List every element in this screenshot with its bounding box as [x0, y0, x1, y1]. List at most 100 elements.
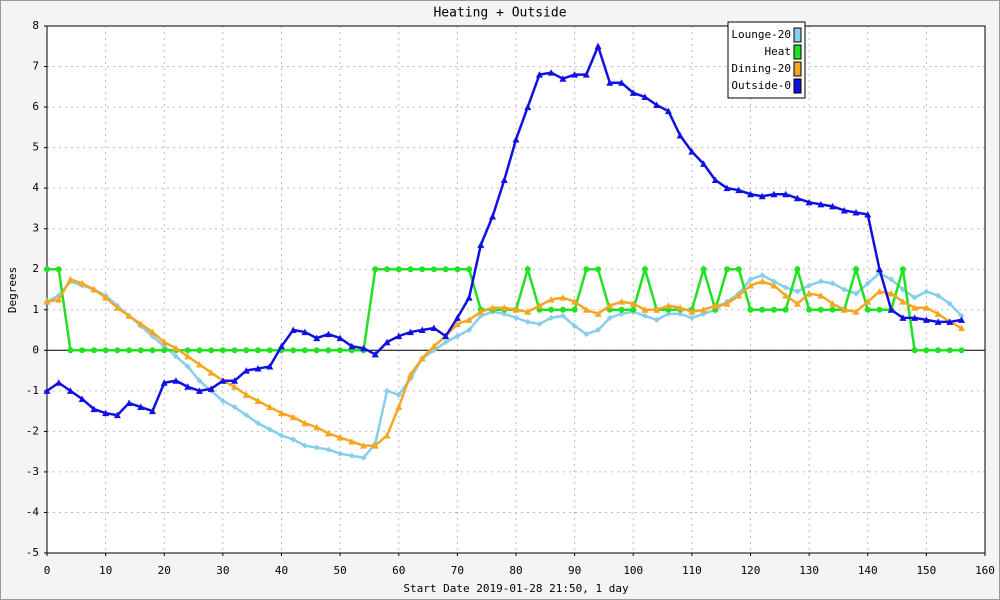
- legend-swatch: [793, 61, 802, 77]
- point: [453, 320, 461, 327]
- point: [806, 306, 813, 313]
- point: [465, 316, 473, 323]
- point: [840, 306, 848, 313]
- point: [313, 334, 321, 342]
- x-tick-label: 80: [509, 564, 522, 577]
- point: [793, 194, 801, 202]
- y-tick-label: 6: [32, 100, 39, 113]
- point: [934, 310, 942, 317]
- point: [430, 342, 438, 350]
- point: [653, 306, 661, 313]
- point: [324, 429, 332, 437]
- legend-swatch: [793, 27, 802, 43]
- point: [700, 266, 707, 273]
- point: [114, 347, 121, 354]
- point: [149, 347, 156, 354]
- point: [477, 308, 485, 315]
- point: [700, 306, 708, 313]
- point: [313, 444, 320, 451]
- point: [676, 304, 684, 311]
- point: [231, 347, 238, 354]
- point: [571, 322, 578, 329]
- point: [454, 266, 461, 273]
- point: [500, 176, 508, 184]
- point: [348, 452, 355, 459]
- point: [641, 266, 648, 273]
- x-tick-label: 100: [623, 564, 643, 577]
- legend-label: Lounge-20: [731, 28, 791, 41]
- point: [242, 391, 250, 398]
- point: [172, 344, 180, 352]
- point: [243, 412, 250, 419]
- chart-title: Heating + Outside: [433, 6, 566, 21]
- point: [923, 288, 930, 295]
- point: [196, 377, 203, 384]
- x-tick-label: 120: [741, 564, 761, 577]
- point: [55, 379, 63, 386]
- point: [735, 186, 743, 194]
- point: [184, 363, 191, 370]
- point: [853, 290, 860, 297]
- point: [805, 290, 813, 297]
- x-tick-label: 150: [916, 564, 936, 577]
- point: [113, 304, 121, 311]
- point: [395, 332, 403, 340]
- x-tick-label: 50: [334, 564, 347, 577]
- point: [583, 266, 590, 273]
- point: [348, 342, 356, 350]
- x-tick-label: 30: [216, 564, 229, 577]
- point: [606, 314, 613, 321]
- y-tick-label: 1: [32, 303, 39, 316]
- point: [90, 286, 98, 293]
- y-tick-label: 5: [32, 141, 39, 154]
- point: [911, 347, 918, 354]
- point: [829, 300, 837, 307]
- point: [418, 326, 426, 334]
- point: [524, 308, 532, 315]
- y-tick-label: 4: [32, 181, 39, 194]
- point: [548, 306, 555, 313]
- point: [512, 306, 520, 313]
- point: [806, 282, 813, 289]
- point: [770, 306, 777, 313]
- point: [325, 446, 332, 453]
- x-tick-label: 160: [975, 564, 995, 577]
- point: [184, 347, 191, 354]
- y-tick-label: 0: [32, 343, 39, 356]
- point: [102, 409, 110, 417]
- point: [535, 71, 543, 78]
- point: [559, 312, 566, 319]
- point: [876, 306, 883, 313]
- point: [466, 327, 473, 334]
- point: [817, 200, 825, 208]
- point: [407, 266, 414, 273]
- point: [384, 266, 391, 273]
- point: [595, 266, 602, 273]
- point: [582, 306, 590, 313]
- point: [149, 407, 157, 415]
- point: [337, 450, 344, 457]
- point: [372, 266, 379, 273]
- point: [466, 266, 473, 273]
- x-tick-label: 20: [158, 564, 171, 577]
- x-tick-label: 60: [392, 564, 405, 577]
- point: [125, 312, 133, 319]
- point: [336, 433, 344, 441]
- y-tick-label: 2: [32, 262, 39, 275]
- point: [219, 377, 227, 384]
- point: [911, 294, 918, 301]
- point: [946, 347, 953, 354]
- point: [324, 330, 332, 338]
- point: [489, 213, 497, 220]
- point: [770, 281, 778, 289]
- point: [817, 278, 824, 285]
- point: [395, 403, 403, 411]
- point: [513, 314, 519, 321]
- point: [43, 298, 51, 305]
- point: [700, 160, 708, 167]
- legend-box: [727, 21, 806, 99]
- legend-swatch: [793, 78, 802, 94]
- point: [195, 387, 203, 394]
- x-tick-label: 0: [44, 564, 51, 577]
- y-tick-label: -4: [26, 505, 40, 518]
